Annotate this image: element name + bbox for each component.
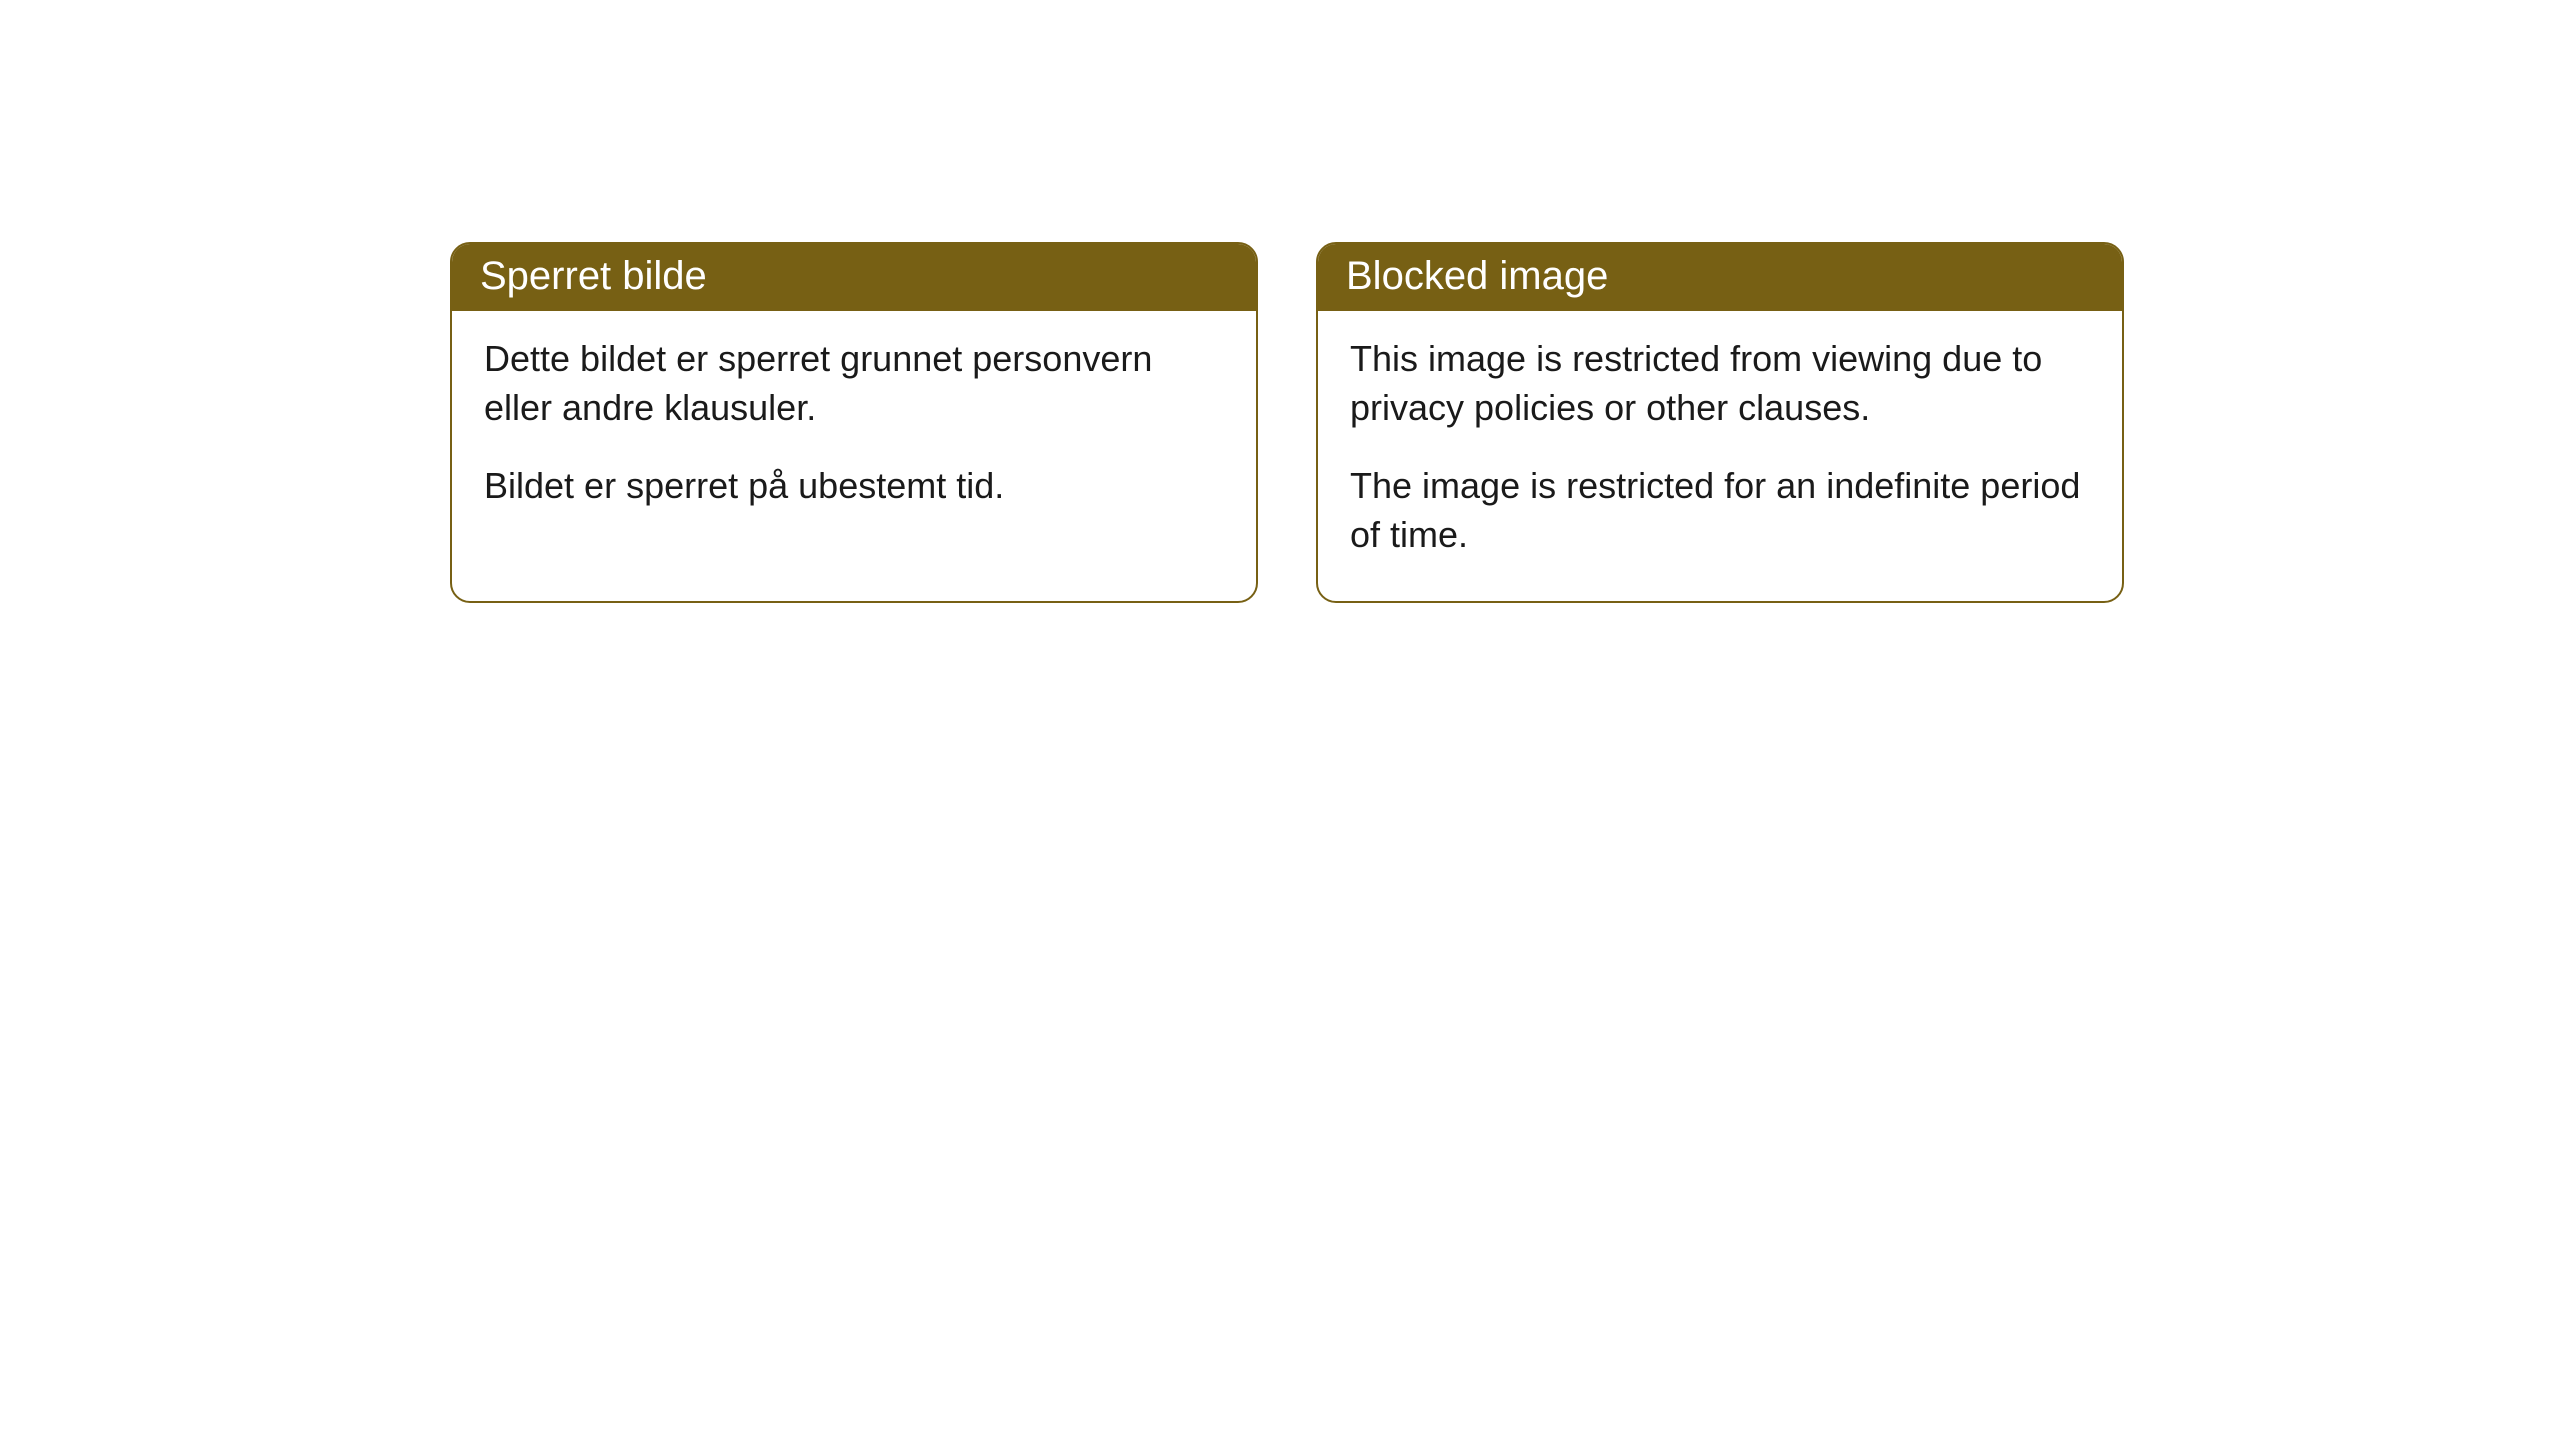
card-paragraph: Bildet er sperret på ubestemt tid. [484, 462, 1224, 511]
card-body-english: This image is restricted from viewing du… [1318, 311, 2122, 601]
card-title: Sperret bilde [480, 254, 707, 298]
notice-card-english: Blocked image This image is restricted f… [1316, 242, 2124, 603]
card-paragraph: This image is restricted from viewing du… [1350, 335, 2090, 432]
card-paragraph: Dette bildet er sperret grunnet personve… [484, 335, 1224, 432]
card-body-norwegian: Dette bildet er sperret grunnet personve… [452, 311, 1256, 553]
notice-card-norwegian: Sperret bilde Dette bildet er sperret gr… [450, 242, 1258, 603]
card-paragraph: The image is restricted for an indefinit… [1350, 462, 2090, 559]
card-title: Blocked image [1346, 254, 1608, 298]
card-header-english: Blocked image [1318, 244, 2122, 311]
notice-cards-container: Sperret bilde Dette bildet er sperret gr… [450, 242, 2124, 603]
card-header-norwegian: Sperret bilde [452, 244, 1256, 311]
